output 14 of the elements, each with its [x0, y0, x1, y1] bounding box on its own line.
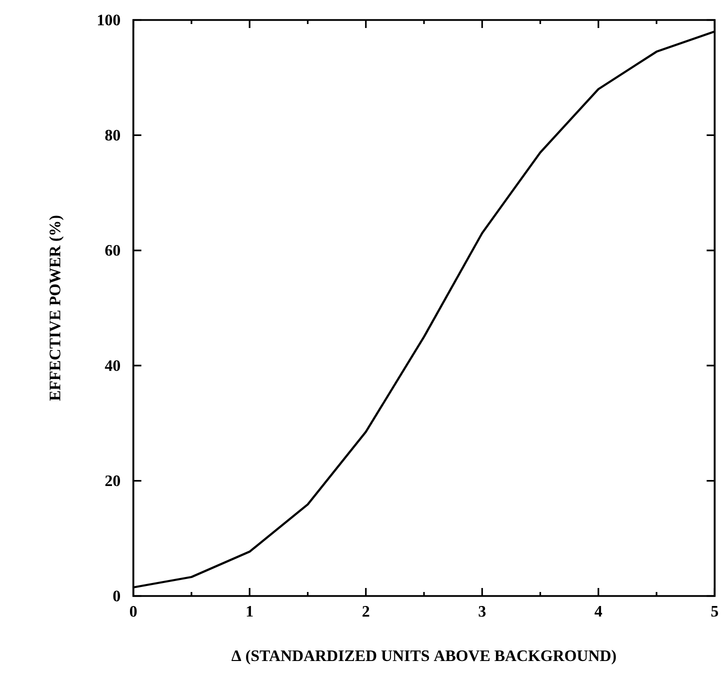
y-tick-label: 100: [98, 14, 120, 26]
y-tick-label: 60: [105, 245, 120, 256]
x-tick-label: 1: [246, 606, 253, 617]
y-tick-label: 0: [113, 590, 120, 602]
y-tick-label: 80: [105, 130, 120, 141]
x-tick-label: 0: [130, 606, 137, 617]
y-tick-label: 40: [104, 360, 120, 371]
x-tick-label: 4: [594, 606, 602, 617]
x-tick-label: 3: [478, 606, 486, 617]
x-axis-title: Δ (STANDARDIZED UNITS ABOVE BACKGROUND): [232, 650, 616, 664]
x-tick-label: 2: [362, 606, 370, 617]
y-axis-title: EFFECTIVE POWER (%): [49, 216, 64, 401]
x-tick-label: 5: [711, 606, 718, 617]
y-tick-label: 20: [105, 475, 120, 486]
